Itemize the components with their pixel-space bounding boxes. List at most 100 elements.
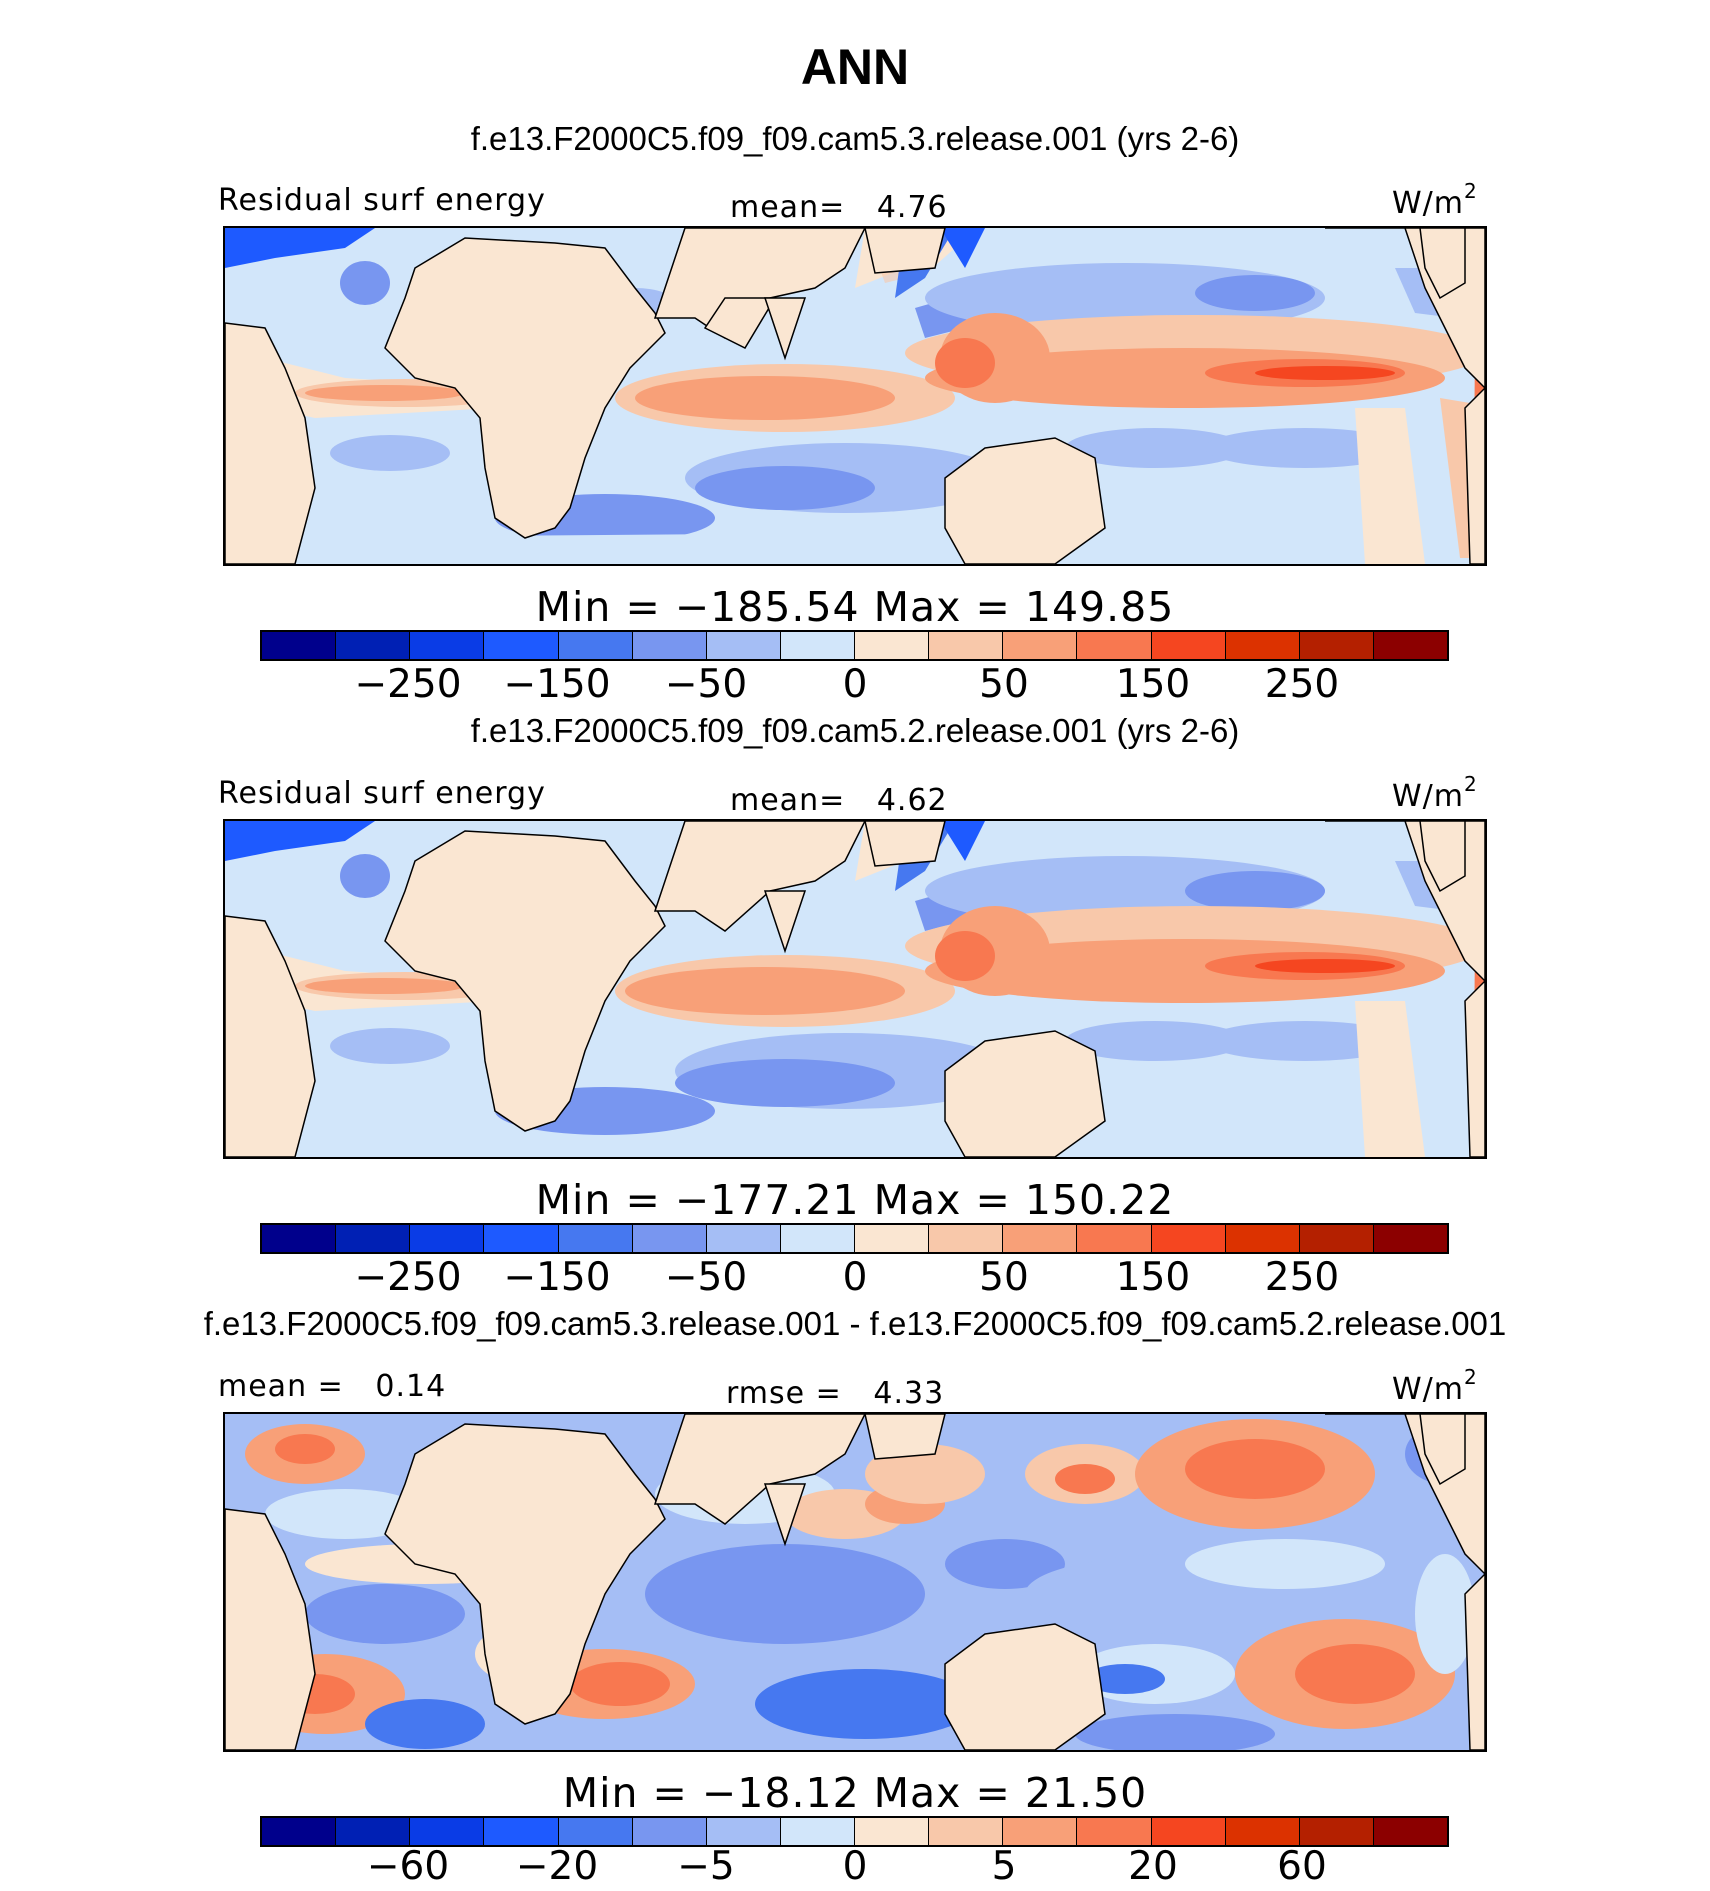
swatch — [1225, 1225, 1300, 1252]
swatch — [558, 632, 633, 659]
africa-landmass — [384, 1423, 666, 1725]
colorbar-tick: 50 — [979, 1255, 1029, 1300]
swatch — [632, 632, 707, 659]
panel-1-map — [223, 226, 1487, 566]
swatch — [780, 1818, 855, 1845]
australia-landmass — [944, 1030, 1106, 1157]
swatch — [929, 1225, 1004, 1252]
swatch — [1225, 632, 1300, 659]
colorbar-tick: 0 — [842, 662, 868, 707]
panel-2-map — [223, 819, 1487, 1159]
swatch — [780, 632, 855, 659]
swatch — [929, 1818, 1004, 1845]
panel-1-mean-label: mean= 4.76 — [730, 190, 948, 225]
swatch — [410, 632, 485, 659]
africa-landmass — [384, 237, 666, 539]
swatch — [855, 1818, 930, 1845]
colorbar-tick: −150 — [503, 662, 611, 707]
colorbar-tick: 150 — [1115, 662, 1191, 707]
panel-2-variable-label: Residual surf energy — [218, 776, 546, 811]
swatch — [336, 632, 411, 659]
panel-3-min-max: Min = −18.12 Max = 21.50 — [562, 1769, 1148, 1817]
colorbar-tick: 0 — [842, 1844, 868, 1889]
swatch — [558, 1818, 633, 1845]
panel-1-min-max: Min = −185.54 Max = 149.85 — [535, 583, 1175, 631]
swatch — [1077, 632, 1152, 659]
colorbar-tick: −20 — [515, 1844, 599, 1889]
colorbar-tick: −150 — [503, 1255, 611, 1300]
swatch — [484, 1225, 559, 1252]
swatch — [632, 1818, 707, 1845]
swatch — [929, 632, 1004, 659]
swatch — [484, 1818, 559, 1845]
colorbar-tick: −50 — [664, 662, 748, 707]
panel-2-map-canvas — [225, 821, 1485, 1157]
panel-1-colorbar — [260, 630, 1449, 661]
swatch — [1373, 632, 1447, 659]
panel-1-map-canvas — [225, 228, 1485, 564]
swatch — [336, 1818, 411, 1845]
panel-3-units: W/m2 — [1392, 1365, 1478, 1407]
panel-1-units: W/m2 — [1392, 179, 1478, 221]
colorbar-tick: −60 — [366, 1844, 450, 1889]
swatch — [262, 632, 337, 659]
panel-3-mean-label: mean = 0.14 — [218, 1369, 447, 1404]
panel-2-mean-label: mean= 4.62 — [730, 783, 948, 818]
colorbar-tick: 50 — [979, 662, 1029, 707]
swatch — [1077, 1818, 1152, 1845]
swatch — [1299, 632, 1374, 659]
panel-2-colorbar — [260, 1223, 1449, 1254]
swatch — [1151, 1818, 1226, 1845]
swatch — [1003, 1818, 1078, 1845]
swatch — [706, 632, 781, 659]
swatch — [410, 1818, 485, 1845]
panel-2-units: W/m2 — [1392, 772, 1478, 814]
swatch — [706, 1225, 781, 1252]
swatch — [1003, 632, 1078, 659]
colorbar-tick: 150 — [1115, 1255, 1191, 1300]
panel-1-run-title: f.e13.F2000C5.f09_f09.cam5.3.release.001… — [470, 120, 1240, 157]
page-title: ANN — [800, 39, 910, 95]
swatch — [706, 1818, 781, 1845]
swatch — [336, 1225, 411, 1252]
panel-2-min-max: Min = −177.21 Max = 150.22 — [535, 1176, 1175, 1224]
africa-landmass — [384, 830, 666, 1132]
colorbar-tick: 20 — [1128, 1844, 1178, 1889]
panel-3-map-canvas — [225, 1414, 1485, 1750]
swatch — [1373, 1818, 1447, 1845]
swatch — [855, 632, 930, 659]
colorbar-tick: −50 — [664, 1255, 748, 1300]
swatch — [1151, 632, 1226, 659]
swatch — [1299, 1818, 1374, 1845]
colorbar-tick: 60 — [1277, 1844, 1327, 1889]
colorbar-tick: −5 — [677, 1844, 735, 1889]
panel-3-rmse-label: rmse = 4.33 — [726, 1376, 945, 1411]
australia-landmass — [944, 437, 1106, 564]
swatch — [1373, 1225, 1447, 1252]
colorbar-tick: −250 — [354, 1255, 462, 1300]
swatch — [410, 1225, 485, 1252]
swatch — [262, 1225, 337, 1252]
swatch — [780, 1225, 855, 1252]
swatch — [855, 1225, 930, 1252]
swatch — [1077, 1225, 1152, 1252]
panel-1-variable-label: Residual surf energy — [218, 183, 546, 218]
colorbar-tick: 0 — [842, 1255, 868, 1300]
colorbar-tick: −250 — [354, 662, 462, 707]
colorbar-tick: 5 — [991, 1844, 1017, 1889]
swatch — [1299, 1225, 1374, 1252]
panel-3-colorbar — [260, 1816, 1449, 1847]
swatch — [484, 632, 559, 659]
swatch — [632, 1225, 707, 1252]
panel-2-run-title: f.e13.F2000C5.f09_f09.cam5.2.release.001… — [470, 712, 1240, 749]
australia-landmass — [944, 1623, 1106, 1750]
panel-3-run-title: f.e13.F2000C5.f09_f09.cam5.3.release.001… — [203, 1305, 1507, 1342]
colorbar-tick: 250 — [1264, 1255, 1340, 1300]
swatch — [1151, 1225, 1226, 1252]
swatch — [1003, 1225, 1078, 1252]
swatch — [262, 1818, 337, 1845]
swatch — [1225, 1818, 1300, 1845]
swatch — [558, 1225, 633, 1252]
colorbar-tick: 250 — [1264, 662, 1340, 707]
panel-3-map — [223, 1412, 1487, 1752]
